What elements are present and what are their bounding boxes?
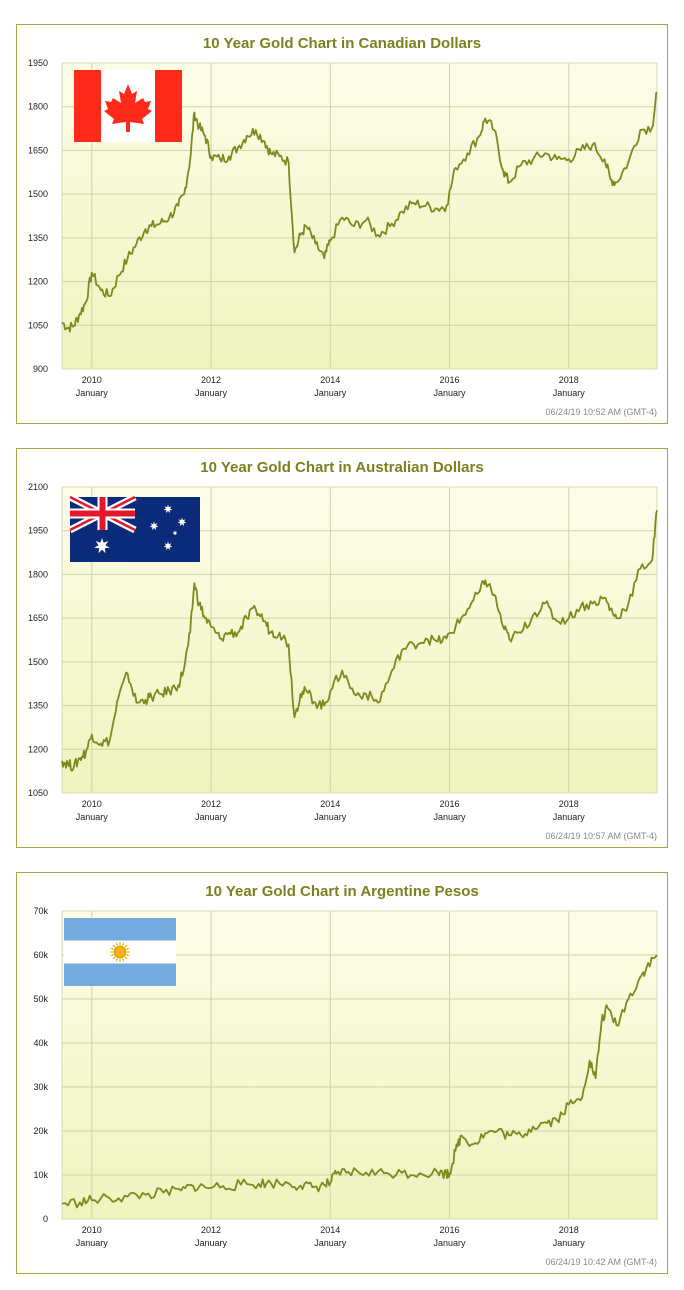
x-tick-month: January — [434, 812, 467, 822]
y-tick-label: 30k — [33, 1082, 48, 1092]
plot-border — [61, 486, 658, 794]
x-tick-month: January — [314, 388, 347, 398]
y-tick-label: 2100 — [28, 482, 48, 492]
x-tick-month: January — [76, 1238, 109, 1248]
x-tick-month: January — [314, 812, 347, 822]
x-tick-month: January — [553, 1238, 586, 1248]
chart-argentine: 70k 60k 50k 40k 30k 20k 10k 0 2010 January 2012 Jan… — [33, 906, 658, 1248]
x-tick-month: January — [314, 1238, 347, 1248]
x-tick-year: 2016 — [440, 799, 460, 809]
chart-title: 10 Year Gold Chart in Argentine Pesos — [205, 883, 479, 900]
y-tick-label: 1800 — [28, 569, 48, 579]
plot-border — [61, 910, 658, 1220]
y-tick-label: 1350 — [28, 233, 48, 243]
y-tick-label: 1500 — [28, 657, 48, 667]
australia-flag-icon — [68, 493, 200, 562]
x-tick-year: 2010 — [82, 375, 102, 385]
y-tick-label: 1950 — [28, 58, 48, 68]
canada-flag-icon — [74, 70, 182, 142]
x-tick-month: January — [553, 388, 586, 398]
y-tick-label: 1200 — [28, 744, 48, 754]
x-tick-month: January — [434, 1238, 467, 1248]
x-tick-year: 2016 — [440, 375, 460, 385]
y-tick-label: 900 — [33, 364, 48, 374]
x-tick-year: 2018 — [559, 375, 579, 385]
y-tick-label: 1650 — [28, 145, 48, 155]
y-tick-label: 1800 — [28, 102, 48, 112]
chart-timestamp: 06/24/19 10:42 AM (GMT-4) — [545, 1257, 657, 1267]
x-tick-year: 2018 — [559, 799, 579, 809]
chart-canadian: 1950 1800 1650 1500 1350 1200 1050 900 2010 Janua… — [28, 58, 658, 398]
y-tick-label: 20k — [33, 1126, 48, 1136]
x-tick-month: January — [553, 812, 586, 822]
x-tick-month: January — [76, 812, 109, 822]
series-line — [61, 954, 658, 1209]
y-tick-label: 10k — [33, 1170, 48, 1180]
x-tick-month: January — [195, 388, 228, 398]
y-tick-label: 40k — [33, 1038, 48, 1048]
y-tick-label: 1050 — [28, 320, 48, 330]
chart-title: 10 Year Gold Chart in Canadian Dollars — [202, 35, 482, 52]
y-tick-label: 1500 — [28, 189, 48, 199]
x-tick-year: 2014 — [320, 1225, 340, 1235]
plot-border — [61, 62, 658, 370]
series-line — [61, 510, 658, 772]
y-tick-label: 50k — [33, 994, 48, 1004]
chart-timestamp: 06/24/19 10:52 AM (GMT-4) — [545, 407, 657, 417]
x-tick-year: 2010 — [82, 799, 102, 809]
y-tick-label: 70k — [33, 906, 48, 916]
x-tick-year: 2018 — [559, 1225, 579, 1235]
y-tick-label: 1200 — [28, 277, 48, 287]
y-tick-label: 0 — [43, 1214, 48, 1224]
chart-panel-australian: 10 Year Gold Chart in Australian Dollars… — [16, 448, 668, 848]
y-tick-label: 1350 — [28, 701, 48, 711]
x-tick-month: January — [195, 1238, 228, 1248]
x-tick-year: 2012 — [201, 375, 221, 385]
x-tick-month: January — [76, 388, 109, 398]
x-tick-month: January — [195, 812, 228, 822]
x-tick-year: 2016 — [440, 1225, 460, 1235]
x-tick-year: 2014 — [320, 799, 340, 809]
y-tick-label: 60k — [33, 950, 48, 960]
chart-title: 10 Year Gold Chart in Australian Dollars — [200, 459, 484, 476]
chart-australian: 2100 1950 1800 1650 1500 1350 1200 1050 2010 Janu… — [28, 482, 658, 822]
y-tick-label: 1650 — [28, 613, 48, 623]
x-tick-month: January — [434, 388, 467, 398]
y-tick-label: 1050 — [28, 788, 48, 798]
x-tick-year: 2012 — [201, 1225, 221, 1235]
chart-panel-argentine: 10 Year Gold Chart in Argentine Pesos 70… — [16, 872, 668, 1274]
chart-timestamp: 06/24/19 10:57 AM (GMT-4) — [545, 831, 657, 841]
x-tick-year: 2014 — [320, 375, 340, 385]
x-tick-year: 2012 — [201, 799, 221, 809]
chart-panel-canadian: 10 Year Gold Chart in Canadian Dollars 1… — [16, 24, 668, 424]
y-tick-label: 1950 — [28, 526, 48, 536]
x-tick-year: 2010 — [82, 1225, 102, 1235]
argentina-flag-icon — [64, 918, 176, 986]
series-line — [61, 91, 658, 333]
